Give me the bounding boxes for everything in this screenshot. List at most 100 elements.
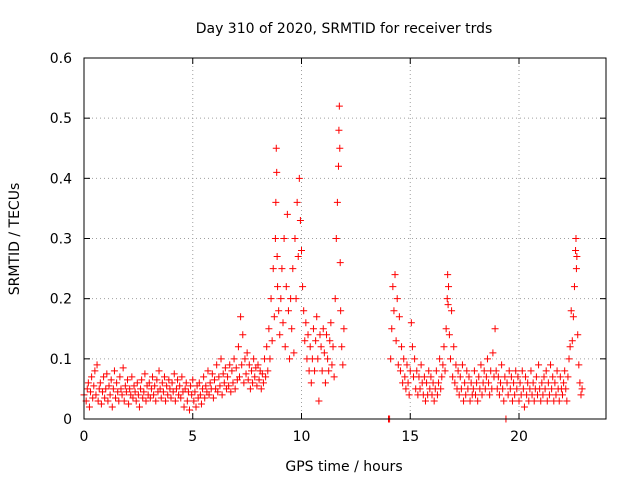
- data-point: [87, 388, 95, 396]
- data-point: [389, 283, 397, 291]
- data-point: [442, 325, 450, 333]
- data-point: [277, 295, 285, 303]
- data-point: [232, 364, 240, 372]
- data-point: [270, 313, 278, 321]
- data-point: [150, 391, 158, 399]
- data-point: [164, 391, 172, 399]
- data-point: [404, 379, 412, 387]
- data-point: [171, 397, 179, 405]
- data-point: [178, 373, 186, 381]
- data-point: [128, 373, 136, 381]
- data-point: [542, 367, 550, 375]
- data-point: [93, 361, 101, 369]
- data-point: [219, 370, 227, 378]
- data-point: [205, 391, 213, 399]
- data-point: [90, 382, 98, 390]
- data-point: [83, 385, 91, 393]
- data-point: [284, 307, 292, 315]
- data-point: [501, 373, 509, 381]
- data-point: [335, 102, 343, 110]
- data-point: [102, 385, 110, 393]
- data-point: [255, 376, 263, 384]
- data-point: [337, 307, 345, 315]
- data-point: [126, 385, 134, 393]
- data-point: [264, 367, 272, 375]
- data-point: [527, 367, 535, 375]
- data-point: [145, 379, 153, 387]
- data-point: [108, 403, 116, 411]
- data-point: [313, 313, 321, 321]
- data-point: [443, 295, 451, 303]
- data-point: [433, 391, 441, 399]
- data-point: [228, 367, 236, 375]
- data-point: [321, 379, 329, 387]
- data-point: [215, 373, 223, 381]
- data-point: [506, 385, 514, 393]
- y-tick-label: 0.5: [50, 111, 72, 127]
- data-point: [482, 373, 490, 381]
- data-point: [249, 379, 257, 387]
- data-point: [539, 391, 547, 399]
- data-point: [104, 397, 112, 405]
- data-point: [462, 391, 470, 399]
- data-point: [105, 382, 113, 390]
- data-point: [278, 265, 286, 273]
- data-point: [430, 397, 438, 405]
- data-point: [281, 343, 289, 351]
- x-tick-label: 0: [80, 429, 89, 445]
- y-tick-label: 0.1: [50, 352, 72, 368]
- data-point: [156, 385, 164, 393]
- data-point: [330, 373, 338, 381]
- data-point: [258, 370, 266, 378]
- data-point: [566, 343, 574, 351]
- data-point: [262, 373, 270, 381]
- data-point: [206, 379, 214, 387]
- data-point: [243, 349, 251, 357]
- data-point: [463, 367, 471, 375]
- data-point: [225, 382, 233, 390]
- data-point: [315, 397, 323, 405]
- data-point: [445, 283, 453, 291]
- data-point: [96, 379, 104, 387]
- data-point: [242, 370, 250, 378]
- data-point: [540, 373, 548, 381]
- data-point: [130, 382, 138, 390]
- data-point: [477, 361, 485, 369]
- data-point: [522, 373, 530, 381]
- data-point: [133, 379, 141, 387]
- data-point: [551, 379, 559, 387]
- data-point: [199, 385, 207, 393]
- data-point: [393, 295, 401, 303]
- data-point: [559, 391, 566, 399]
- data-point: [132, 397, 140, 405]
- data-point: [452, 361, 460, 369]
- data-point: [91, 367, 99, 375]
- data-point: [131, 388, 139, 396]
- data-point: [316, 331, 324, 339]
- data-point: [100, 373, 108, 381]
- data-point: [319, 325, 327, 333]
- data-point: [196, 391, 204, 399]
- data-point: [392, 337, 400, 345]
- data-point: [290, 349, 298, 357]
- data-point: [192, 403, 200, 411]
- data-point: [202, 382, 210, 390]
- data-point: [441, 367, 449, 375]
- data-point: [395, 313, 403, 321]
- data-point: [563, 397, 571, 405]
- data-point: [167, 394, 175, 402]
- data-point: [485, 379, 493, 387]
- data-point: [413, 367, 421, 375]
- data-point: [456, 373, 464, 381]
- data-point: [402, 385, 410, 393]
- data-point: [298, 247, 305, 255]
- data-point: [211, 376, 218, 384]
- data-point: [181, 385, 189, 393]
- data-point: [532, 373, 540, 381]
- data-point: [238, 361, 246, 369]
- data-point: [329, 343, 337, 351]
- data-point: [295, 174, 303, 182]
- x-tick-label: 10: [293, 429, 311, 445]
- data-point: [423, 379, 431, 387]
- data-point: [204, 367, 212, 375]
